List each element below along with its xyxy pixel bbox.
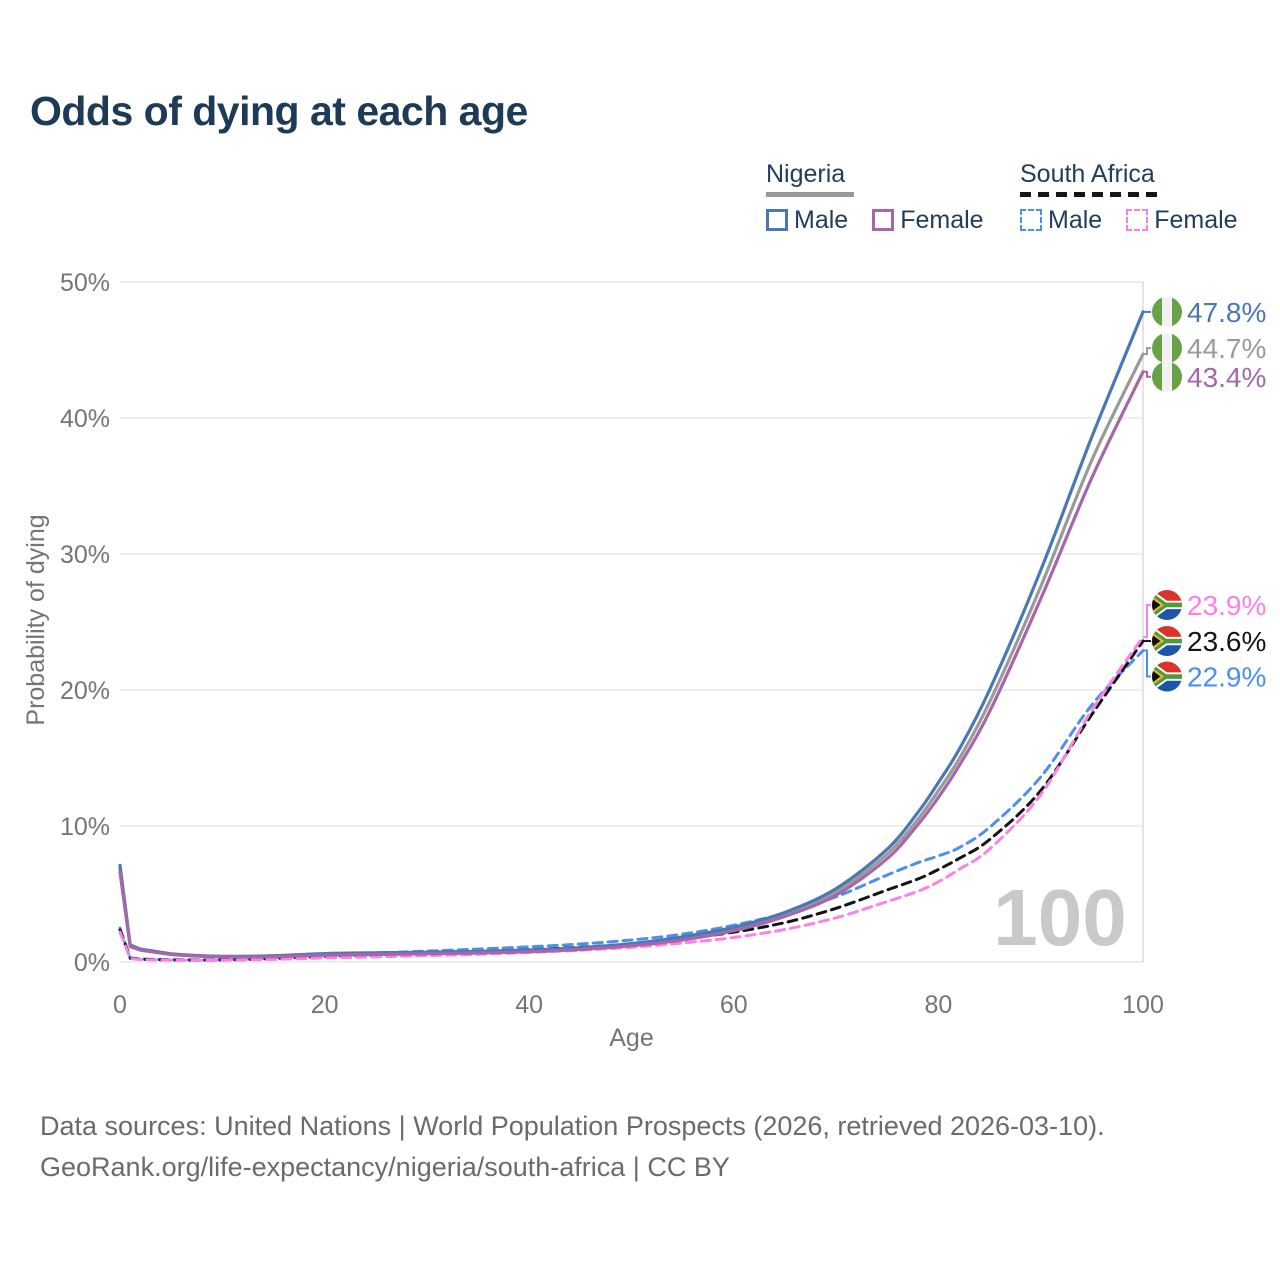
- x-tick-80: 80: [924, 991, 952, 1019]
- y-tick-20: 20%: [60, 677, 110, 705]
- x-tick-20: 20: [311, 991, 339, 1019]
- footer-data-sources: Data sources: United Nations | World Pop…: [40, 1111, 1105, 1141]
- end-value-label-south-africa-female: 23.9%: [1187, 590, 1266, 621]
- end-value-label-south-africa-male: 22.9%: [1187, 662, 1266, 693]
- legend-country-nigeria: Nigeria: [766, 160, 846, 188]
- x-axis-label: Age: [609, 1024, 653, 1052]
- series-nigeria-combined-line[interactable]: [118, 352, 1145, 959]
- series-south-africa-male-line[interactable]: [118, 649, 1145, 962]
- south-africa-flag-icon: [1152, 661, 1182, 692]
- series-nigeria-male-line[interactable]: [118, 310, 1145, 959]
- series-south-africa-female-line[interactable]: [118, 635, 1145, 962]
- nigeria-female-swatch: [872, 209, 895, 231]
- legend-group-nigeria: Nigeria Male Female: [766, 160, 1008, 235]
- legend-item-nigeria-male[interactable]: Male: [766, 206, 848, 235]
- label-leader-south-africa-male: [1143, 649, 1151, 678]
- end-value-label-nigeria-male: 47.8%: [1187, 297, 1266, 328]
- legend-label-nigeria-male: Male: [794, 205, 849, 234]
- legend-label-nigeria-female: Female: [900, 205, 984, 234]
- y-tick-0: 0%: [74, 949, 110, 977]
- series-nigeria-female-line[interactable]: [118, 370, 1145, 959]
- nigeria-linestyle-swatch: [766, 192, 854, 197]
- legend-label-south-africa-male: Male: [1048, 205, 1103, 234]
- label-leader-nigeria-female: [1143, 370, 1151, 378]
- y-tick-30: 30%: [60, 541, 110, 569]
- label-leader-south-africa-female: [1143, 603, 1151, 638]
- y-axis-label: Probability of dying: [22, 514, 50, 725]
- nigeria-flag-icon: [1152, 333, 1182, 364]
- footer-link[interactable]: GeoRank.org/life-expectancy/nigeria/sout…: [40, 1152, 730, 1182]
- nigeria-flag-icon: [1152, 361, 1182, 392]
- legend-item-nigeria-female[interactable]: Female: [872, 205, 984, 235]
- legend-label-south-africa-female: Female: [1154, 205, 1238, 234]
- x-tick-40: 40: [515, 991, 543, 1019]
- legend-item-south-africa-male[interactable]: Male: [1020, 206, 1102, 235]
- end-value-label-nigeria-combined: 44.7%: [1187, 333, 1266, 364]
- x-tick-0: 0: [113, 991, 127, 1019]
- y-tick-50: 50%: [60, 269, 110, 297]
- end-value-label-south-africa-combined: 23.6%: [1187, 626, 1266, 657]
- south-africa-flag-icon: [1152, 626, 1182, 657]
- south-africa-linestyle-swatch: [1020, 192, 1163, 197]
- hover-age-watermark: 100: [993, 873, 1126, 962]
- nigeria-male-swatch: [766, 209, 788, 231]
- legend: Nigeria Male Female South Africa Male: [0, 0, 1280, 250]
- south-africa-female-swatch: [1126, 209, 1149, 231]
- end-value-label-nigeria-female: 43.4%: [1187, 362, 1266, 393]
- south-africa-flag-icon: [1152, 589, 1182, 620]
- y-tick-10: 10%: [60, 813, 110, 841]
- legend-group-south-africa: South Africa Male Female: [1020, 160, 1262, 235]
- x-tick-60: 60: [720, 991, 748, 1019]
- legend-country-south-africa: South Africa: [1020, 160, 1155, 188]
- y-tick-40: 40%: [60, 405, 110, 433]
- nigeria-flag-icon: [1152, 296, 1182, 327]
- footer: Data sources: United Nations | World Pop…: [40, 1106, 1105, 1188]
- south-africa-male-swatch: [1020, 209, 1042, 231]
- x-tick-100: 100: [1122, 991, 1164, 1019]
- page-title: Odds of dying at each age: [30, 88, 528, 134]
- label-leader-nigeria-combined: [1143, 347, 1151, 356]
- legend-item-south-africa-female[interactable]: Female: [1126, 205, 1238, 235]
